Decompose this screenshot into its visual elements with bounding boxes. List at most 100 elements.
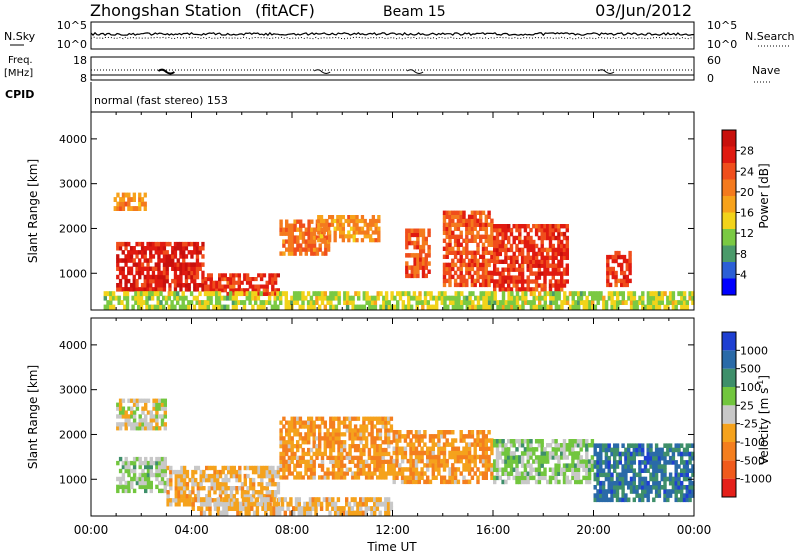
heatmap-cell bbox=[208, 510, 212, 516]
heatmap-cell bbox=[618, 497, 622, 503]
colorbar-segment bbox=[722, 196, 736, 213]
heatmap-cell bbox=[546, 227, 550, 233]
heatmap-cell bbox=[529, 239, 533, 245]
heatmap-cell bbox=[599, 480, 603, 486]
heatmap-cell bbox=[146, 426, 151, 431]
heatmap-cell bbox=[638, 464, 642, 469]
heatmap-cell bbox=[106, 304, 110, 310]
heatmap-cell bbox=[132, 456, 137, 462]
heatmap-cell bbox=[345, 451, 349, 457]
heatmap-cell bbox=[146, 274, 150, 280]
heatmap-cell bbox=[301, 304, 305, 310]
heatmap-cell bbox=[529, 279, 533, 284]
heatmap-cell bbox=[191, 482, 195, 487]
heatmap-cell bbox=[596, 468, 600, 473]
heatmap-cell bbox=[663, 455, 667, 461]
heatmap-cell bbox=[157, 278, 161, 284]
heatmap-cell bbox=[268, 482, 272, 487]
heatmap-cell bbox=[442, 266, 447, 272]
heatmap-cell bbox=[359, 304, 364, 310]
heatmap-cell bbox=[453, 270, 458, 276]
heatmap-cell bbox=[557, 247, 561, 253]
heatmap-cell bbox=[293, 475, 297, 480]
heatmap-cell bbox=[150, 291, 155, 297]
heatmap-cell bbox=[649, 295, 653, 301]
heatmap-cell bbox=[146, 398, 151, 403]
heatmap-cell bbox=[554, 463, 558, 468]
heatmap-cell bbox=[118, 270, 123, 276]
heatmap-cell bbox=[465, 446, 469, 451]
heatmap-cell bbox=[417, 438, 421, 443]
heatmap-cell bbox=[585, 443, 589, 448]
heatmap-cell bbox=[135, 480, 140, 486]
heatmap-cell bbox=[579, 295, 584, 301]
heatmap-cell bbox=[582, 463, 586, 468]
heatmap-cell bbox=[666, 304, 670, 310]
heatmap-cell bbox=[268, 469, 272, 475]
heatmap-cell bbox=[515, 459, 519, 464]
heatmap-cell bbox=[287, 227, 292, 232]
heatmap-cell bbox=[582, 439, 586, 444]
heatmap-cell bbox=[465, 282, 469, 288]
heatmap-cell bbox=[182, 473, 187, 479]
heatmap-cell bbox=[442, 434, 447, 439]
heatmap-cell bbox=[265, 494, 269, 499]
heatmap-cell bbox=[279, 251, 283, 256]
heatmap-cell bbox=[615, 460, 620, 465]
heatmap-cell bbox=[548, 231, 553, 237]
nsearch-trace bbox=[90, 36, 695, 40]
heatmap-cell bbox=[680, 295, 684, 301]
heatmap-cell bbox=[326, 300, 330, 305]
heatmap-cell bbox=[490, 446, 494, 451]
heatmap-cell bbox=[331, 295, 336, 301]
heatmap-cell bbox=[191, 501, 195, 507]
heatmap-cell bbox=[257, 284, 261, 289]
heatmap-cell bbox=[359, 459, 363, 464]
heatmap-cell bbox=[453, 278, 458, 284]
heatmap-cell bbox=[198, 291, 202, 297]
heatmap-cell bbox=[265, 473, 269, 479]
heatmap-cell bbox=[518, 475, 522, 481]
heatmap-cell bbox=[304, 251, 308, 256]
heatmap-cell bbox=[663, 485, 667, 490]
heatmap-cell bbox=[187, 283, 191, 288]
heatmap-cell bbox=[479, 218, 483, 223]
heatmap-cell bbox=[515, 304, 520, 310]
heatmap-cell bbox=[173, 295, 177, 301]
heatmap-cell bbox=[233, 506, 237, 511]
heatmap-cell bbox=[523, 471, 528, 476]
heatmap-cell bbox=[246, 465, 250, 471]
heatmap-cell bbox=[308, 510, 313, 516]
heatmap-cell bbox=[298, 471, 303, 476]
heatmap-cell bbox=[484, 442, 488, 447]
heatmap-cell bbox=[312, 444, 316, 449]
heatmap-cell bbox=[613, 443, 617, 448]
heatmap-cell bbox=[143, 201, 147, 207]
heatmap-cell bbox=[193, 278, 197, 284]
heatmap-cell bbox=[398, 471, 402, 476]
heatmap-cell bbox=[627, 485, 631, 490]
heatmap-cell bbox=[226, 280, 230, 285]
heatmap-cell bbox=[680, 443, 684, 448]
heatmap-cell bbox=[560, 271, 564, 276]
heatmap-cell bbox=[370, 420, 374, 425]
heatmap-cell bbox=[373, 497, 377, 503]
heatmap-cell bbox=[370, 295, 375, 301]
heatmap-cell bbox=[116, 484, 120, 490]
heatmap-cell bbox=[507, 439, 511, 444]
heatmap-cell bbox=[127, 266, 131, 271]
heatmap-cell bbox=[625, 258, 629, 264]
heatmap-cell bbox=[176, 258, 180, 263]
heatmap-cell bbox=[373, 459, 377, 464]
heatmap-cell bbox=[490, 438, 494, 443]
heatmap-cell bbox=[190, 270, 194, 276]
heatmap-cell bbox=[160, 468, 165, 474]
heatmap-cell bbox=[318, 463, 322, 468]
heatmap-cell bbox=[290, 300, 294, 305]
heatmap-cell bbox=[621, 485, 625, 490]
heatmap-cell bbox=[177, 482, 181, 487]
heatmap-cell bbox=[507, 300, 511, 305]
heatmap-cell bbox=[657, 485, 662, 490]
heatmap-cell bbox=[625, 282, 629, 288]
heatmap-cell bbox=[358, 226, 362, 231]
